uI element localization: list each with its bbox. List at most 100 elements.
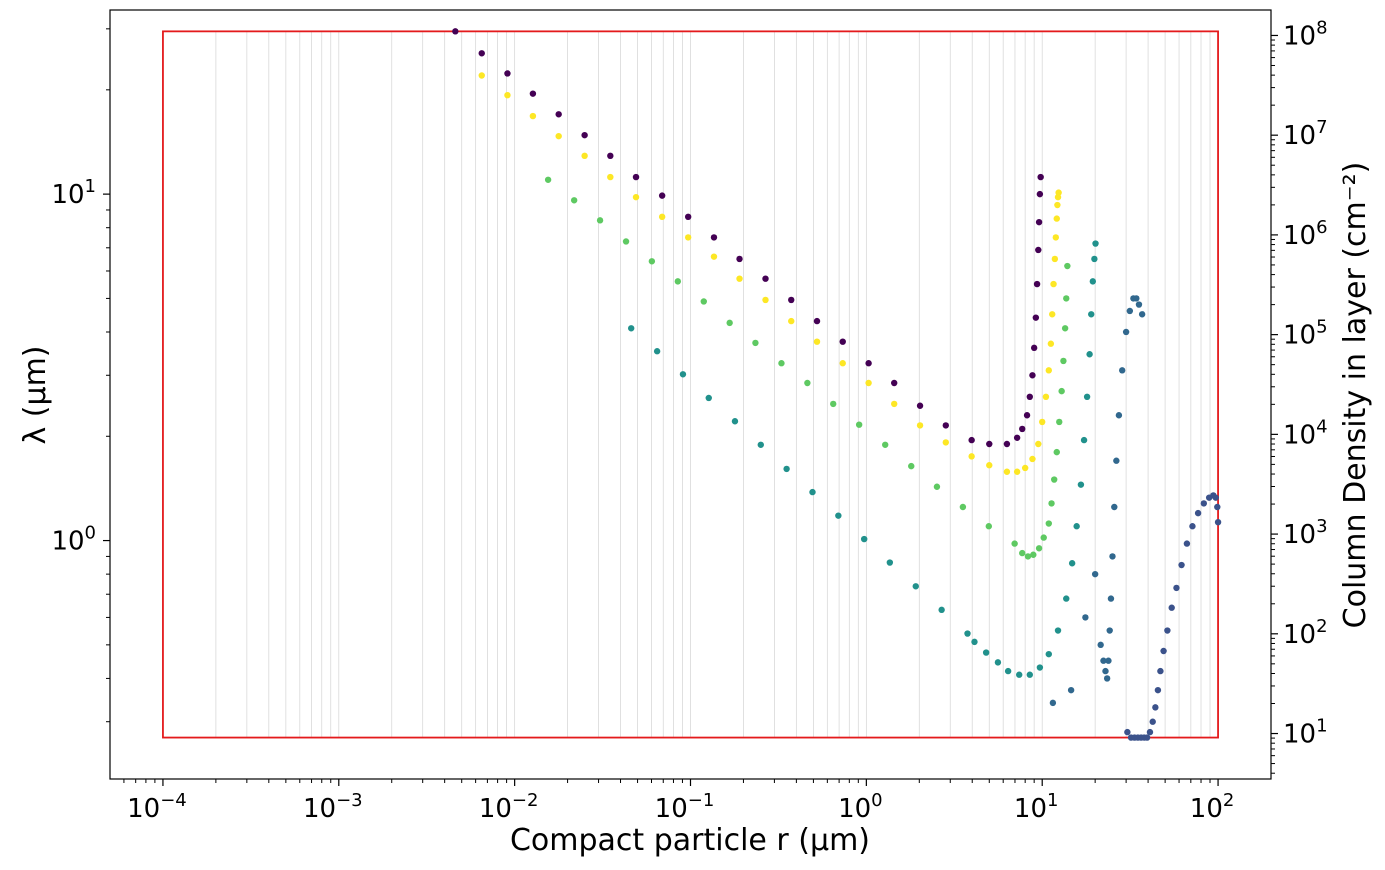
- data-point: [916, 422, 924, 429]
- data-point: [1053, 448, 1060, 456]
- data-point: [1058, 387, 1065, 395]
- tick-label: 10−2: [479, 790, 539, 824]
- data-point: [1035, 440, 1042, 448]
- data-point: [830, 400, 837, 408]
- data-point: [1045, 367, 1052, 374]
- range-box: [162, 30, 1219, 739]
- data-point: [1212, 494, 1219, 501]
- data-point: [839, 360, 846, 367]
- data-point: [1042, 393, 1050, 401]
- data-point: [891, 379, 898, 387]
- data-point: [968, 453, 975, 460]
- data-point: [570, 197, 578, 204]
- data-point: [1054, 627, 1062, 634]
- tick-label: 10−1: [655, 790, 715, 824]
- data-point: [684, 234, 692, 241]
- data-point: [1016, 671, 1023, 678]
- data-point: [839, 338, 846, 345]
- data-point: [1021, 464, 1029, 472]
- data-point: [778, 360, 785, 367]
- data-point: [1053, 215, 1060, 222]
- data-point: [1035, 218, 1043, 226]
- data-point: [1068, 560, 1076, 567]
- data-point: [679, 371, 687, 378]
- data-point: [986, 462, 993, 469]
- data-point: [1088, 311, 1095, 318]
- data-point: [994, 659, 1002, 666]
- data-point: [622, 238, 630, 245]
- x-axis-ticks: 10−4 10−3 10−2 10−1 100 101 102: [123, 779, 1234, 824]
- data-point: [1133, 295, 1140, 302]
- y2-axis-ticks: 101 102 103 104 105 106 107 108: [1271, 17, 1328, 774]
- data-point: [1050, 476, 1058, 483]
- series-0: [452, 28, 1044, 448]
- data-point: [1063, 295, 1070, 302]
- data-point: [581, 152, 588, 160]
- data-point: [1135, 301, 1143, 308]
- data-point: [736, 275, 743, 282]
- data-point: [1024, 553, 1032, 560]
- data-point: [1109, 553, 1116, 560]
- tick-label: 107: [1283, 117, 1328, 151]
- data-point: [632, 193, 640, 201]
- data-point: [478, 72, 485, 79]
- tick-label: 101: [51, 176, 96, 210]
- data-point: [1061, 325, 1069, 332]
- tick-label: 101: [1014, 790, 1059, 824]
- data-point: [804, 379, 811, 387]
- data-point: [1036, 664, 1044, 671]
- data-point: [1107, 595, 1115, 602]
- data-point: [674, 278, 682, 285]
- data-point: [908, 462, 915, 470]
- data-point: [1106, 627, 1113, 634]
- data-point: [1178, 561, 1185, 569]
- data-point: [1032, 314, 1040, 321]
- data-point: [1030, 551, 1037, 558]
- tick-label: 106: [1283, 217, 1328, 251]
- data-point: [1164, 627, 1171, 634]
- data-point: [1029, 372, 1036, 379]
- data-point: [1030, 344, 1038, 352]
- data-point: [1063, 595, 1070, 602]
- series-5: [1124, 492, 1222, 741]
- data-point: [1111, 503, 1118, 511]
- data-point: [736, 255, 743, 263]
- data-point: [1183, 540, 1191, 547]
- data-point: [452, 28, 459, 35]
- data-point: [762, 296, 769, 304]
- data-point: [933, 483, 941, 490]
- data-point: [985, 523, 993, 530]
- data-point: [1026, 671, 1033, 678]
- data-point: [1033, 280, 1041, 288]
- data-point: [942, 422, 950, 429]
- data-point: [809, 488, 816, 496]
- data-point: [648, 258, 656, 265]
- data-point: [1019, 425, 1026, 433]
- data-point: [726, 319, 733, 327]
- data-point: [942, 439, 950, 446]
- y2-axis-label: Column Density in layer (cm⁻²): [1338, 162, 1373, 629]
- data-point: [504, 91, 511, 99]
- data-point: [1013, 434, 1021, 441]
- data-point: [1040, 534, 1047, 541]
- data-point: [1035, 545, 1043, 552]
- tick-label: 100: [838, 790, 883, 824]
- data-point: [1200, 500, 1208, 507]
- data-point: [1049, 311, 1056, 318]
- data-point: [710, 253, 718, 260]
- data-point: [710, 234, 718, 241]
- data-point: [1092, 240, 1099, 247]
- tick-label: 100: [51, 523, 96, 557]
- data-point: [653, 348, 661, 355]
- data-point: [1086, 351, 1093, 358]
- data-point: [1100, 657, 1107, 664]
- data-point: [1049, 699, 1057, 707]
- data-point: [1029, 455, 1036, 463]
- data-point: [1023, 412, 1031, 419]
- data-point: [1160, 647, 1167, 655]
- data-point: [555, 111, 562, 118]
- data-point: [658, 213, 666, 221]
- data-point: [762, 275, 769, 282]
- data-point: [1077, 481, 1085, 488]
